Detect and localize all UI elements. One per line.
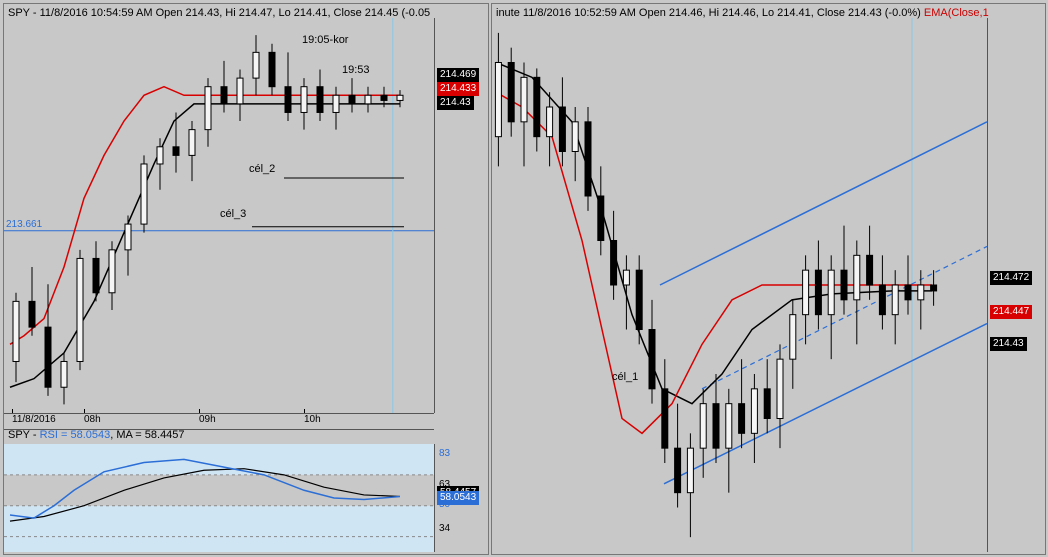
left-price-axis: 214.469 214.433 214.43 (434, 18, 488, 413)
rsi-value: RSI = 58.0543 (40, 429, 111, 441)
right-price-axis: 214.472214.447214.43 (987, 18, 1045, 552)
right-header-text: inute 11/8/2016 10:52:59 AM Open 214.46,… (496, 7, 924, 19)
left-time-axis: 11/8/201608h09h10h (4, 413, 434, 430)
left-chart-header: SPY - 11/8/2016 10:54:59 AM Open 214.43,… (8, 7, 430, 19)
rsi-chart[interactable] (4, 444, 434, 552)
right-price-chart[interactable]: cél_1 (492, 18, 987, 552)
price-label: 214.469 (437, 68, 479, 82)
right-header-ema: EMA(Close,1 (924, 7, 989, 19)
price-label: 214.43 (437, 96, 474, 110)
left-price-chart[interactable]: 213.66119:05-kor19:53cél_2cél_3 (4, 18, 434, 414)
rsi-axis: 836358.445758.05435034 (434, 444, 488, 552)
trading-chart-workspace: { "left": { "header": "SPY - 11/8/2016 1… (0, 0, 1048, 557)
rsi-symbol: SPY - (8, 429, 40, 441)
right-chart-header: inute 11/8/2016 10:52:59 AM Open 214.46,… (496, 7, 989, 19)
rsi-ma-value: , MA = 58.4457 (110, 429, 184, 441)
right-panel[interactable]: inute 11/8/2016 10:52:59 AM Open 214.46,… (491, 3, 1046, 555)
price-label: 214.433 (437, 82, 479, 96)
left-panel[interactable]: SPY - 11/8/2016 10:54:59 AM Open 214.43,… (3, 3, 489, 555)
rsi-header: SPY - RSI = 58.0543, MA = 58.4457 (4, 429, 434, 443)
